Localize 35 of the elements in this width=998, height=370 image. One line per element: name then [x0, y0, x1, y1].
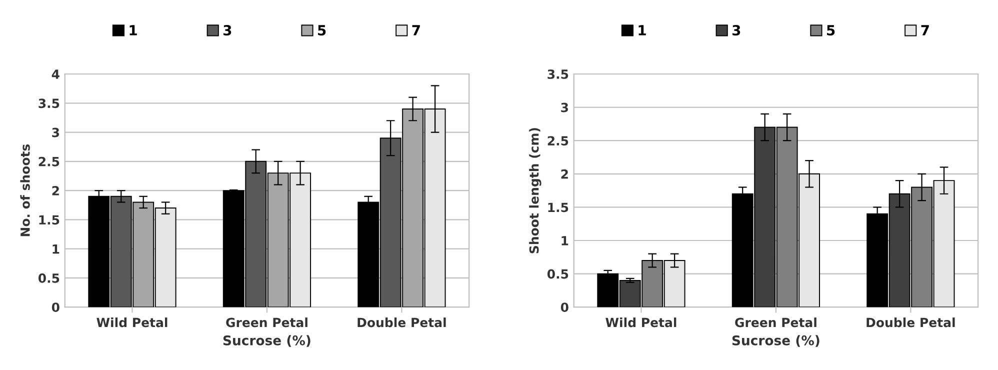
y-tick-label: 0 — [52, 302, 60, 312]
y-tick-label: 1 — [562, 236, 568, 246]
legend-label: 7 — [412, 25, 420, 36]
y-tick-label: 2 — [52, 186, 59, 196]
y-axis-title: Shoot length (cm) — [529, 128, 542, 254]
legend-label: 5 — [318, 25, 326, 36]
y-tick-label: 0 — [560, 302, 568, 312]
legend-label: 3 — [732, 24, 740, 36]
y-tick-label: 2.5 — [548, 136, 568, 146]
y-tick-label: 3 — [561, 102, 568, 112]
x-axis-title: Sucrose (%) — [223, 335, 310, 347]
y-tick-label: 4 — [52, 70, 60, 79]
legend-label: 1 — [130, 25, 137, 36]
x-tick-label: Green Petal — [226, 318, 308, 328]
y-tick-label: 3 — [52, 128, 60, 138]
x-tick-label: Green Petal — [735, 318, 816, 328]
y-tick-label: 3.5 — [38, 98, 60, 108]
y-tick-label: 1.5 — [39, 215, 60, 225]
y-tick-label: 3.5 — [548, 69, 568, 79]
y-tick-label: 1 — [52, 244, 60, 254]
x-tick-label: Wild Petal — [96, 318, 168, 328]
y-tick-label: 2.5 — [38, 156, 60, 166]
y-tick-label: 1.5 — [548, 202, 568, 212]
y-tick-label: 0.5 — [547, 269, 568, 279]
x-tick-label: Wild Petal — [606, 318, 676, 328]
y-tick-label: 0.5 — [38, 273, 60, 283]
legend-label: 5 — [827, 25, 835, 36]
legend-label: 1 — [638, 25, 646, 36]
y-tick-label: 2 — [561, 169, 568, 179]
legend-label: 3 — [224, 24, 232, 36]
legend-label: 7 — [921, 25, 929, 36]
x-tick-label: Double Petal — [358, 318, 446, 328]
x-tick-label: Double Petal — [866, 318, 955, 328]
x-axis-title: Sucrose (%) — [732, 335, 820, 347]
y-axis-title: No. of shoots — [20, 144, 30, 236]
